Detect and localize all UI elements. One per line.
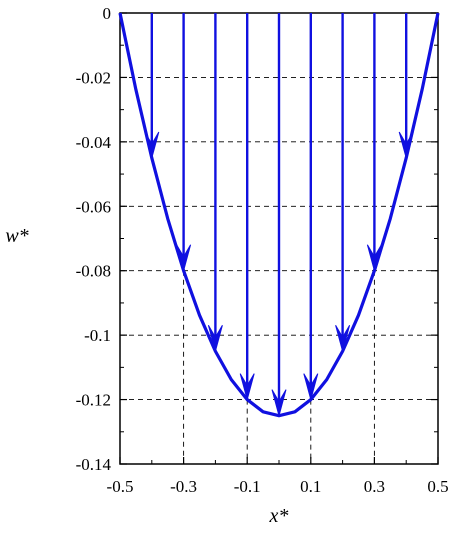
x-tick-label: -0.1 bbox=[234, 477, 261, 496]
y-tick-label: -0.06 bbox=[76, 197, 111, 216]
x-axis-label: x* bbox=[269, 505, 289, 527]
x-tick-label: -0.5 bbox=[107, 477, 134, 496]
y-tick-label: 0 bbox=[103, 4, 112, 23]
y-tick-labels: 0 -0.02 -0.04 -0.06 -0.08 -0.1 -0.12 -0.14 bbox=[76, 4, 112, 474]
y-tick-label: -0.04 bbox=[76, 133, 112, 152]
load-arrow-head bbox=[335, 324, 351, 354]
x-tick-label: -0.3 bbox=[170, 477, 197, 496]
x-tick-label: 0.1 bbox=[300, 477, 321, 496]
y-axis-label: w* bbox=[5, 225, 28, 247]
load-arrow bbox=[271, 13, 287, 418]
y-tick-label: -0.02 bbox=[76, 68, 111, 87]
grid-lines bbox=[120, 76, 438, 464]
y-tick-label: -0.14 bbox=[76, 455, 112, 474]
load-arrow bbox=[303, 13, 319, 402]
x-tick-label: 0.5 bbox=[427, 477, 448, 496]
y-tick-label: -0.08 bbox=[76, 262, 111, 281]
load-arrow-head bbox=[303, 373, 319, 402]
load-arrow-head bbox=[271, 389, 287, 418]
y-tick-label: -0.1 bbox=[84, 326, 111, 345]
y-tick-label: -0.12 bbox=[76, 391, 111, 410]
load-arrows bbox=[144, 13, 414, 418]
x-tick-label: 0.3 bbox=[364, 477, 385, 496]
load-arrow bbox=[366, 13, 382, 273]
deflection-curve bbox=[118, 12, 440, 418]
load-arrow-head bbox=[239, 373, 255, 402]
x-tick-labels: -0.5 -0.3 -0.1 0.1 0.3 0.5 bbox=[107, 477, 449, 496]
load-arrow bbox=[239, 13, 255, 402]
load-arrow bbox=[207, 13, 223, 354]
load-arrow bbox=[335, 13, 351, 354]
